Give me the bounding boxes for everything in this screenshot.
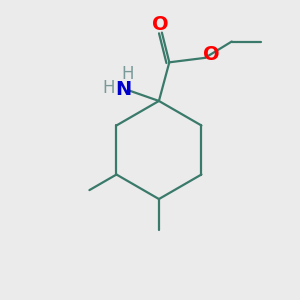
Text: O: O	[203, 45, 220, 64]
Text: N: N	[116, 80, 132, 99]
Text: H: H	[102, 79, 115, 97]
Text: O: O	[152, 15, 169, 34]
Text: H: H	[121, 65, 134, 83]
